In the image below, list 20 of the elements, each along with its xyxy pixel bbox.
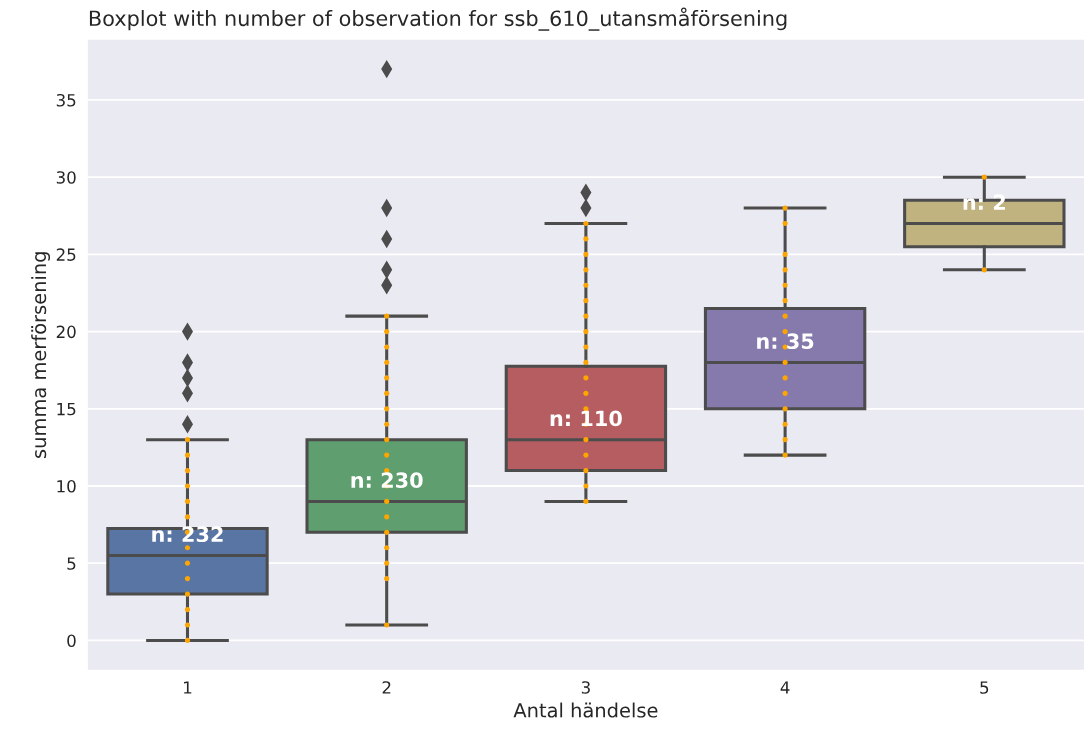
x-tick-label: 1	[184, 681, 192, 694]
x-tick-label: 2	[382, 681, 391, 694]
annotation: n: 230	[351, 472, 423, 489]
x-tick-label: 5	[980, 681, 989, 694]
y-tick-label: 25	[56, 248, 76, 261]
y-axis-title: summa merförsening	[31, 252, 51, 458]
annotation: n: 35	[757, 333, 814, 350]
annotation: n: 110	[550, 410, 622, 427]
x-tick-label: 3	[581, 681, 590, 694]
y-tick-label: 35	[56, 93, 76, 107]
annotation: n: 232	[152, 526, 223, 543]
y-tick-label: 5	[67, 557, 76, 570]
chart-title: Boxplot with number of observation for ssb_610_utansmåförsening	[89, 7, 787, 31]
y-tick-label: 20	[56, 325, 76, 339]
x-axis-title: Antal händelse	[513, 702, 658, 718]
y-tick-label: 15	[57, 402, 76, 416]
y-tick-label: 30	[56, 171, 76, 184]
x-tick-label: 4	[780, 681, 790, 694]
y-tick-label: 10	[57, 479, 76, 493]
y-tick-label: 0	[67, 634, 76, 647]
